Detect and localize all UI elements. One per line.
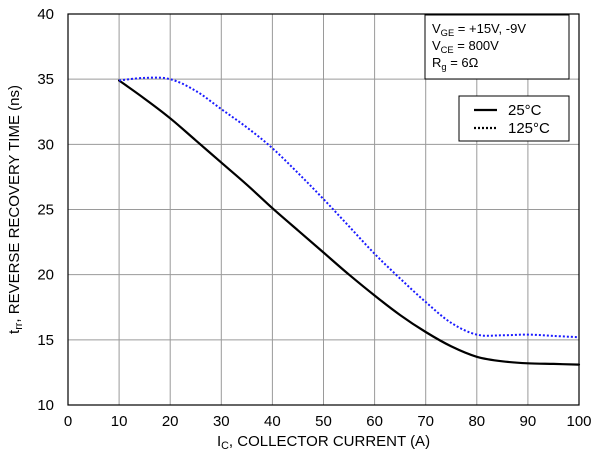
condition-line-rest: = +15V, -9V: [454, 21, 526, 36]
y-tick-label: 20: [37, 267, 54, 284]
condition-line-rest: = 6Ω: [447, 55, 479, 70]
axis-titles: IC, COLLECTOR CURRENT (A) trr, REVERSE RE…: [6, 85, 430, 452]
y-tick-label: 25: [37, 202, 54, 219]
y-tick-label: 35: [37, 71, 54, 88]
x-tick-label: 70: [417, 413, 434, 430]
condition-line-rest: = 800V: [454, 38, 500, 53]
y-tick-label: 30: [37, 136, 54, 153]
legend-label: 125°C: [508, 120, 550, 137]
plot-area: [67, 13, 580, 406]
x-tick-label: 30: [213, 413, 230, 430]
condition-line-main: R: [432, 55, 441, 70]
y-tick-label: 10: [37, 397, 54, 414]
y-axis-title-subscript: rr: [13, 322, 25, 330]
series-line-25c: [118, 79, 581, 366]
x-axis-title-rest: , COLLECTOR CURRENT (A): [229, 433, 430, 450]
x-tick-label: 80: [468, 413, 485, 430]
x-axis-title: IC, COLLECTOR CURRENT (A): [217, 433, 430, 452]
conditions-box-frame: [424, 14, 570, 80]
condition-line-main: V: [432, 38, 441, 53]
y-tick-label: 15: [37, 332, 54, 349]
series-line-125c: [118, 76, 580, 339]
condition-line-subscript: CE: [441, 45, 454, 55]
x-tick-label: 100: [566, 413, 591, 430]
condition-line-subscript: g: [441, 62, 446, 72]
x-tick-label: 20: [162, 413, 179, 430]
condition-line: VGE = +15V, -9V: [432, 21, 526, 38]
tick-labels: 0 10 20 30 40 50 60 70 80 90 100 10 15 20 25 30 35 40: [37, 6, 591, 430]
x-axis-title-subscript: C: [221, 440, 229, 452]
y-axis-title-main: t: [6, 329, 23, 334]
series-layer: [118, 76, 581, 366]
y-axis-title-rest: , REVERSE RECOVERY TIME (ns): [6, 85, 23, 323]
x-tick-label: 40: [264, 413, 281, 430]
condition-line-main: V: [432, 21, 441, 36]
condition-line: Rg = 6Ω: [432, 55, 479, 72]
legend-label: 25°C: [508, 102, 542, 119]
x-tick-label: 0: [64, 413, 72, 430]
condition-line: VCE = 800V: [432, 38, 499, 55]
x-axis-title-main: I: [217, 433, 221, 450]
x-tick-label: 60: [366, 413, 383, 430]
y-tick-label: 40: [37, 6, 54, 23]
x-tick-label: 50: [315, 413, 332, 430]
legend-frame: [458, 95, 570, 142]
x-tick-label: 10: [111, 413, 128, 430]
x-tick-label: 90: [520, 413, 537, 430]
y-axis-title: trr, REVERSE RECOVERY TIME (ns): [6, 85, 25, 334]
condition-line-subscript: GE: [441, 28, 455, 38]
